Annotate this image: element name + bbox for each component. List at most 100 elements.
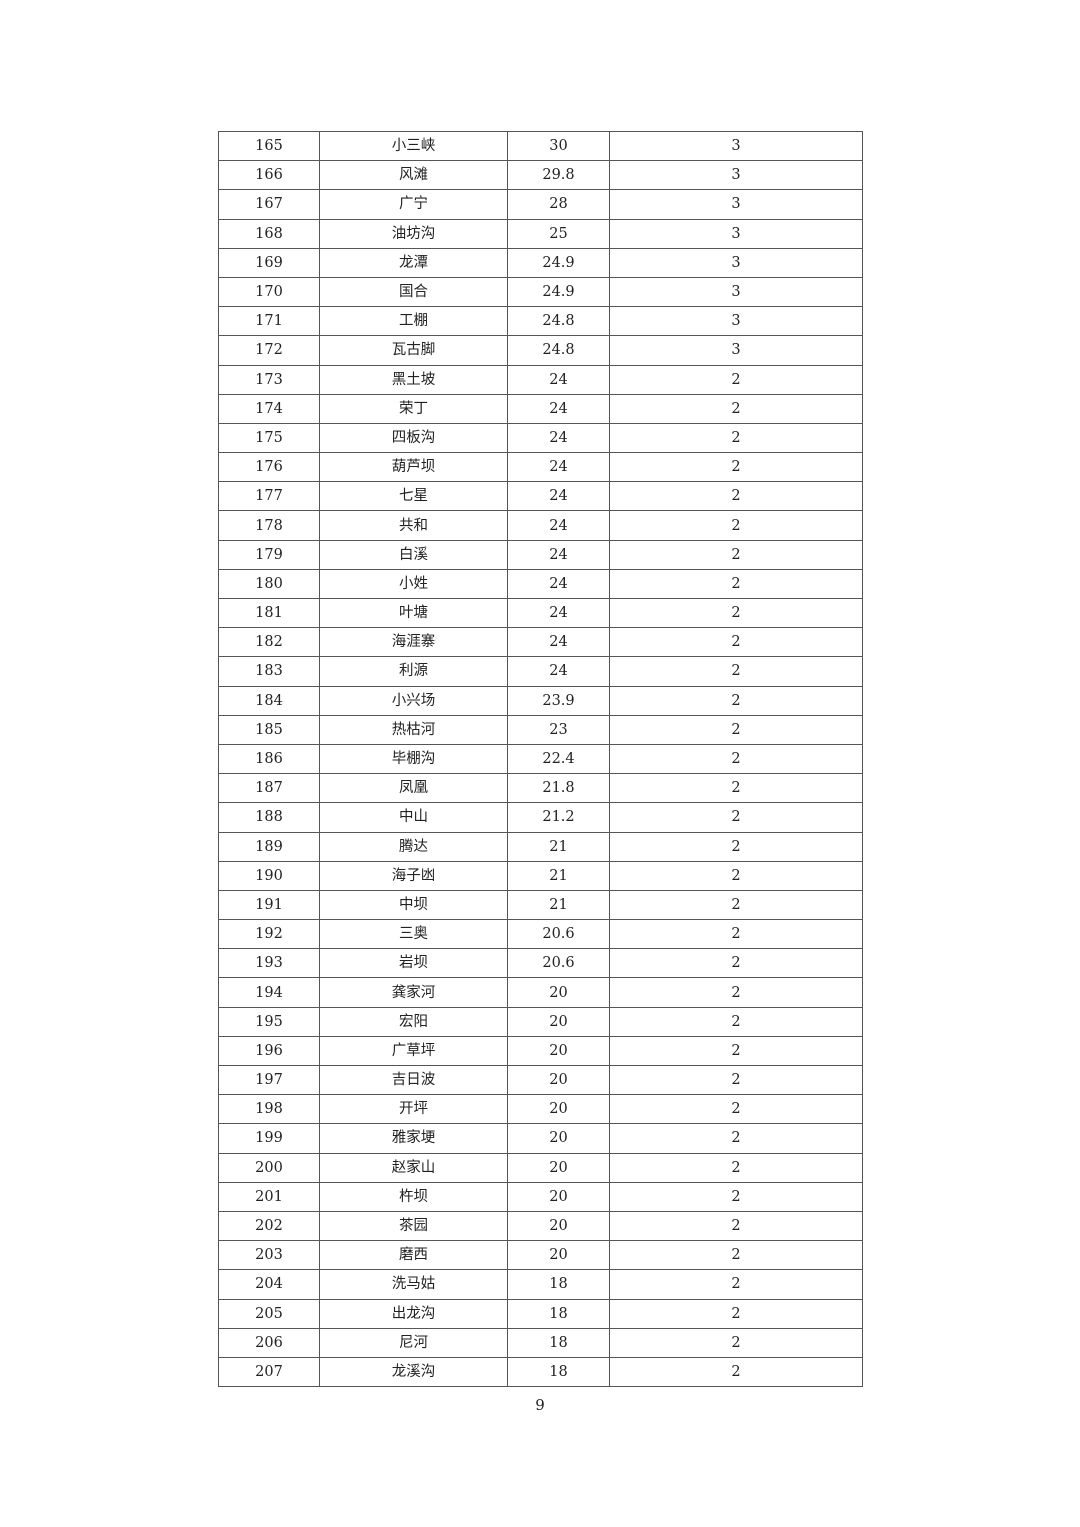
table-row: 171 工棚 24.8 3	[218, 306, 863, 337]
row-number-cell: 170	[218, 276, 320, 308]
value-cell: 20	[507, 1094, 610, 1125]
row-number-cell: 186	[218, 743, 320, 775]
table-row: 194 龚家河 20 2	[218, 977, 863, 1008]
table-row: 190 海子凼 21 2	[218, 860, 863, 891]
grade-cell: 2	[609, 919, 863, 950]
table-row: 182 海涯寨 24 2	[218, 627, 863, 658]
value-cell: 23	[507, 714, 610, 745]
value-cell: 21.8	[507, 773, 610, 804]
name-cell: 龙潭	[319, 247, 508, 278]
value-cell: 24.9	[507, 276, 610, 308]
table-row: 177 七星 24 2	[218, 481, 863, 512]
data-table: 165 小三峡 30 3 166 风滩 29.8 3 167 广宁 28 3 168 油坊沟 25 3 169 龙…	[218, 130, 863, 1388]
value-cell: 20.6	[507, 948, 610, 979]
table-row: 179 白溪 24 2	[218, 539, 863, 570]
row-number-cell: 165	[218, 130, 320, 162]
name-cell: 海子凼	[319, 860, 508, 891]
row-number-cell: 205	[218, 1298, 320, 1329]
value-cell: 24	[507, 539, 610, 570]
table-row: 201 杵坝 20 2	[218, 1181, 863, 1212]
table-row: 184 小兴场 23.9 2	[218, 685, 863, 716]
row-number-cell: 196	[218, 1035, 320, 1067]
row-number-cell: 198	[218, 1094, 320, 1125]
table-row: 176 葫芦坝 24 2	[218, 452, 863, 483]
grade-cell: 3	[609, 189, 863, 220]
grade-cell: 2	[609, 597, 863, 629]
name-cell: 毕棚沟	[319, 743, 508, 775]
name-cell: 龚家河	[319, 977, 508, 1008]
name-cell: 腾达	[319, 831, 508, 862]
name-cell: 中坝	[319, 889, 508, 921]
row-number-cell: 184	[218, 685, 320, 716]
table-row: 206 尼河 18 2	[218, 1327, 863, 1358]
value-cell: 24	[507, 481, 610, 512]
name-cell: 瓦古脚	[319, 335, 508, 366]
name-cell: 四板沟	[319, 422, 508, 454]
name-cell: 出龙沟	[319, 1298, 508, 1329]
name-cell: 吉日波	[319, 1064, 508, 1096]
name-cell: 开坪	[319, 1094, 508, 1125]
name-cell: 荣丁	[319, 393, 508, 424]
grade-cell: 2	[609, 1356, 863, 1388]
name-cell: 海涯寨	[319, 627, 508, 658]
grade-cell: 2	[609, 364, 863, 395]
table-row: 186 毕棚沟 22.4 2	[218, 743, 863, 775]
table-row: 188 中山 21.2 2	[218, 802, 863, 833]
grade-cell: 3	[609, 335, 863, 366]
grade-cell: 2	[609, 422, 863, 454]
table-row: 178 共和 24 2	[218, 510, 863, 541]
grade-cell: 3	[609, 218, 863, 249]
row-number-cell: 176	[218, 452, 320, 483]
table-row: 173 黑土坡 24 2	[218, 364, 863, 395]
value-cell: 20	[507, 1123, 610, 1154]
value-cell: 28	[507, 189, 610, 220]
value-cell: 24	[507, 364, 610, 395]
name-cell: 广宁	[319, 189, 508, 220]
value-cell: 18	[507, 1298, 610, 1329]
name-cell: 茶园	[319, 1210, 508, 1242]
row-number-cell: 187	[218, 773, 320, 804]
table-row: 166 风滩 29.8 3	[218, 160, 863, 191]
name-cell: 小三峡	[319, 130, 508, 162]
table-row: 196 广草坪 20 2	[218, 1035, 863, 1067]
name-cell: 七星	[319, 481, 508, 512]
grade-cell: 2	[609, 1269, 863, 1300]
grade-cell: 2	[609, 948, 863, 979]
grade-cell: 3	[609, 306, 863, 337]
name-cell: 油坊沟	[319, 218, 508, 249]
value-cell: 24	[507, 510, 610, 541]
grade-cell: 2	[609, 714, 863, 745]
row-number-cell: 204	[218, 1269, 320, 1300]
value-cell: 24	[507, 422, 610, 454]
grade-cell: 2	[609, 481, 863, 512]
name-cell: 小兴场	[319, 685, 508, 716]
value-cell: 24.9	[507, 247, 610, 278]
grade-cell: 2	[609, 1181, 863, 1212]
name-cell: 利源	[319, 656, 508, 687]
grade-cell: 2	[609, 627, 863, 658]
name-cell: 宏阳	[319, 1006, 508, 1037]
table-row: 172 瓦古脚 24.8 3	[218, 335, 863, 366]
value-cell: 18	[507, 1327, 610, 1358]
grade-cell: 2	[609, 1152, 863, 1183]
value-cell: 24	[507, 568, 610, 600]
table-row: 185 热枯河 23 2	[218, 714, 863, 745]
table-row: 175 四板沟 24 2	[218, 422, 863, 454]
row-number-cell: 167	[218, 189, 320, 220]
value-cell: 25	[507, 218, 610, 249]
grade-cell: 2	[609, 1064, 863, 1096]
grade-cell: 2	[609, 1035, 863, 1067]
value-cell: 24	[507, 452, 610, 483]
name-cell: 凤凰	[319, 773, 508, 804]
row-number-cell: 194	[218, 977, 320, 1008]
name-cell: 热枯河	[319, 714, 508, 745]
row-number-cell: 166	[218, 160, 320, 191]
name-cell: 国合	[319, 276, 508, 308]
name-cell: 风滩	[319, 160, 508, 191]
name-cell: 黑土坡	[319, 364, 508, 395]
name-cell: 工棚	[319, 306, 508, 337]
row-number-cell: 181	[218, 597, 320, 629]
value-cell: 20	[507, 977, 610, 1008]
table-row: 183 利源 24 2	[218, 656, 863, 687]
value-cell: 24	[507, 627, 610, 658]
